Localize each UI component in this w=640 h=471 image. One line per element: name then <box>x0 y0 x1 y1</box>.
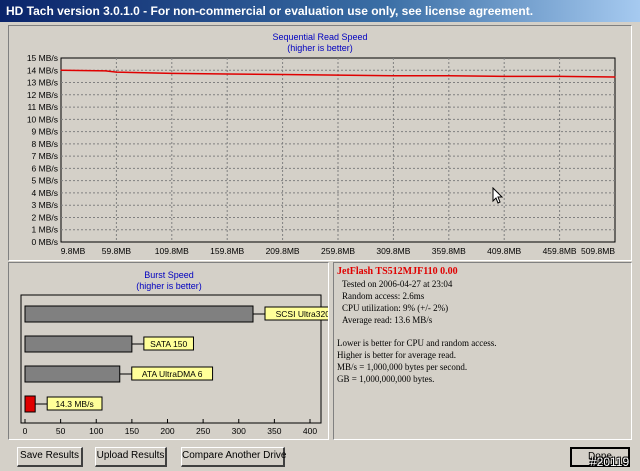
seq-y-tick-label: 0 MB/s <box>32 237 58 247</box>
burst-label-box <box>131 366 214 381</box>
burst-bar-label: SCSI Ultra320 <box>276 309 328 319</box>
burst-x-tick-label: 250 <box>196 426 210 436</box>
seq-x-tick-label: 59.8MB <box>102 246 132 256</box>
seq-data-point <box>503 75 505 77</box>
burst-chart-subtitle: (higher is better) <box>136 281 202 291</box>
seq-y-tick-label: 14 MB/s <box>27 65 58 75</box>
seq-y-tick-label: 8 MB/s <box>32 139 58 149</box>
burst-bar <box>24 305 254 323</box>
seq-y-tick-label: 9 MB/s <box>32 127 58 137</box>
burst-label-box <box>46 396 103 411</box>
burst-x-tick-label: 150 <box>125 426 139 436</box>
seq-data-point <box>171 72 173 74</box>
burst-bar-label: 14.3 MB/s <box>55 399 93 409</box>
seq-x-tick-label: 209.8MB <box>266 246 300 256</box>
seq-chart-title: Sequential Read Speed <box>272 32 367 42</box>
note-mbs: MB/s = 1,000,000 bytes per second. <box>337 362 468 372</box>
burst-x-tick-label: 300 <box>232 426 246 436</box>
burst-bar <box>24 365 121 383</box>
seq-y-tick-label: 13 MB/s <box>27 78 58 88</box>
seq-y-tick-label: 11 MB/s <box>27 102 58 112</box>
seq-x-tick-label: 359.8MB <box>432 246 466 256</box>
watermark: #20119 <box>590 455 630 469</box>
mouse-cursor-icon <box>492 187 504 204</box>
average-read: Average read: 13.6 MB/s <box>342 315 433 325</box>
seq-x-tick-label: 109.8MB <box>155 246 189 256</box>
burst-x-tick-label: 0 <box>23 426 28 436</box>
burst-x-tick-label: 400 <box>303 426 317 436</box>
burst-x-ticks: 0 50 100 150 200 250 300 350 400 <box>23 419 317 436</box>
seq-x-tick-label: 459.8MB <box>543 246 577 256</box>
burst-bar-label: ATA UltraDMA 6 <box>142 369 203 379</box>
results-info-panel: JetFlash TS512MJF110 0.00 Tested on 2006… <box>333 262 632 440</box>
seq-y-tick-label: 6 MB/s <box>32 163 58 173</box>
seq-data-point <box>337 74 339 76</box>
seq-x-tick-label: 9.8MB <box>61 246 86 256</box>
seq-x-tick-label: 159.8MB <box>210 246 244 256</box>
seq-data-point <box>559 75 561 77</box>
burst-x-tick-label: 200 <box>160 426 174 436</box>
burst-bar <box>24 335 133 353</box>
burst-x-tick-label: 50 <box>56 426 66 436</box>
seq-data-point <box>282 73 284 76</box>
cpu-utilization: CPU utilization: 9% (+/- 2%) <box>342 303 449 313</box>
title-bar: HD Tach version 3.0.1.0 - For non-commer… <box>0 0 640 22</box>
burst-x-tick-label: 350 <box>267 426 281 436</box>
note-gb: GB = 1,000,000,000 bytes. <box>337 374 435 384</box>
seq-x-tick-label: 409.8MB <box>487 246 521 256</box>
seq-chart-subtitle: (higher is better) <box>287 43 353 53</box>
seq-x-ticks: 9.8MB 59.8MB 109.8MB 159.8MB 209.8MB 259.8MB 3… <box>61 246 616 256</box>
burst-bars: SCSI Ultra320 SATA 150 ATA UltraDMA 6 14.3 … <box>24 305 342 413</box>
seq-x-tick-label: 309.8MB <box>376 246 410 256</box>
seq-y-tick-label: 10 MB/s <box>27 114 58 124</box>
seq-grid <box>61 58 615 242</box>
seq-data-point <box>392 75 394 77</box>
seq-read-speed-line <box>60 69 616 78</box>
seq-y-tick-label: 2 MB/s <box>32 212 58 222</box>
seq-data-point <box>104 70 107 72</box>
seq-x-tick-label: 259.8MB <box>321 246 355 256</box>
seq-y-tick-label: 15 MB/s <box>27 53 58 63</box>
drive-name: JetFlash TS512MJF110 0.00 <box>337 266 458 277</box>
seq-x-tick-label: 509.8MB <box>581 246 615 256</box>
burst-label-box <box>143 336 194 351</box>
note-lower-better: Lower is better for CPU and random acces… <box>337 338 497 348</box>
burst-speed-panel: Burst Speed (higher is better) SCSI Ultr… <box>8 262 342 440</box>
upload-results-button[interactable]: Upload Results <box>95 447 167 467</box>
burst-speed-chart: Burst Speed (higher is better) SCSI Ultr… <box>20 270 342 436</box>
sequential-read-panel: Sequential Read Speed (higher is better)… <box>8 25 632 261</box>
seq-y-ticks: 0 MB/s 1 MB/s 2 MB/s 3 MB/s 4 MB/s 5 MB/s 6 MB… <box>27 53 58 247</box>
seq-data-point <box>115 71 117 73</box>
compare-another-drive-button[interactable]: Compare Another Drive <box>181 447 287 467</box>
sequential-read-chart: Sequential Read Speed (higher is better)… <box>27 32 616 256</box>
burst-chart-title: Burst Speed <box>144 270 194 280</box>
seq-y-tick-label: 12 MB/s <box>27 90 58 100</box>
seq-y-tick-label: 1 MB/s <box>32 225 58 235</box>
save-results-button[interactable]: Save Results <box>17 447 83 467</box>
seq-series <box>60 69 616 78</box>
seq-y-tick-label: 3 MB/s <box>32 200 58 210</box>
done-button[interactable]: Done <box>570 447 630 467</box>
seq-y-tick-label: 7 MB/s <box>32 151 58 161</box>
seq-y-tick-label: 4 MB/s <box>32 188 58 198</box>
burst-bar <box>24 395 36 413</box>
seq-data-point <box>226 73 228 75</box>
note-higher-better: Higher is better for average read. <box>337 350 456 360</box>
seq-y-tick-label: 5 MB/s <box>32 176 58 186</box>
burst-bar-label: SATA 150 <box>150 339 187 349</box>
random-access: Random access: 2.6ms <box>342 291 425 301</box>
seq-data-point <box>614 76 616 78</box>
tested-date: Tested on 2006-04-27 at 23:04 <box>342 279 453 289</box>
seq-data-point <box>60 69 62 71</box>
window-title: HD Tach version 3.0.1.0 - For non-commer… <box>6 4 534 18</box>
burst-x-tick-label: 100 <box>89 426 103 436</box>
seq-data-point <box>448 75 450 77</box>
